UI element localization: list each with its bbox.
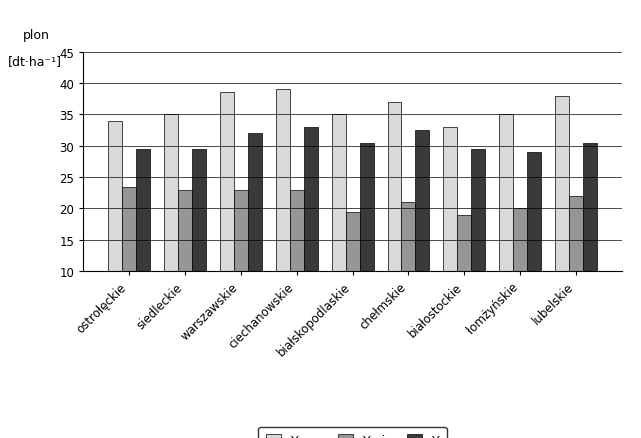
Bar bbox=[122, 187, 136, 334]
Bar bbox=[583, 143, 597, 334]
Bar bbox=[178, 190, 192, 334]
Text: [dt·ha⁻¹]: [dt·ha⁻¹] bbox=[8, 55, 62, 68]
Bar bbox=[513, 209, 528, 334]
Bar bbox=[458, 215, 471, 334]
Bar bbox=[388, 102, 401, 334]
Bar bbox=[163, 115, 178, 334]
Bar bbox=[276, 90, 290, 334]
Bar bbox=[444, 127, 458, 334]
Bar bbox=[499, 115, 513, 334]
Bar bbox=[360, 143, 374, 334]
Bar bbox=[247, 134, 262, 334]
Bar bbox=[192, 149, 206, 334]
Legend: Ymax, Ymin, Y: Ymax, Ymin, Y bbox=[258, 427, 447, 438]
Bar bbox=[234, 190, 247, 334]
Bar bbox=[290, 190, 304, 334]
Bar bbox=[415, 131, 429, 334]
Bar bbox=[220, 93, 234, 334]
Text: plon: plon bbox=[22, 28, 49, 42]
Bar bbox=[528, 153, 542, 334]
Bar bbox=[555, 96, 569, 334]
Bar bbox=[569, 197, 583, 334]
Bar bbox=[331, 115, 345, 334]
Bar bbox=[304, 127, 317, 334]
Bar bbox=[471, 149, 485, 334]
Bar bbox=[136, 149, 150, 334]
Bar bbox=[401, 203, 415, 334]
Bar bbox=[345, 212, 360, 334]
Bar bbox=[108, 121, 122, 334]
